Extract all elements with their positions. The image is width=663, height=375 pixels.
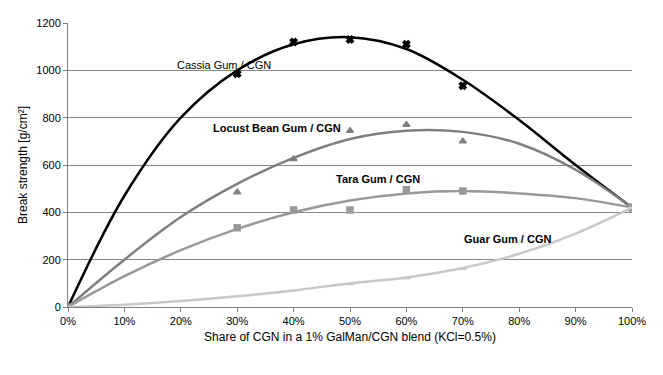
svg-text:400: 400 xyxy=(42,206,60,218)
svg-text:200: 200 xyxy=(42,254,60,266)
svg-text:50%: 50% xyxy=(339,315,361,327)
svg-text:Share of CGN in a 1% GalMan/CG: Share of CGN in a 1% GalMan/CGN blend (K… xyxy=(204,330,496,344)
svg-text:Locust Bean Gum / CGN: Locust Bean Gum / CGN xyxy=(213,122,341,134)
svg-text:60%: 60% xyxy=(395,315,417,327)
svg-text:20%: 20% xyxy=(170,315,192,327)
svg-text:600: 600 xyxy=(42,159,60,171)
svg-text:1000: 1000 xyxy=(36,64,60,76)
svg-text:30%: 30% xyxy=(226,315,248,327)
svg-text:100%: 100% xyxy=(618,315,646,327)
svg-text:80%: 80% xyxy=(508,315,530,327)
svg-text:Break strength [g/cm²]: Break strength [g/cm²] xyxy=(16,106,30,224)
svg-text:10%: 10% xyxy=(113,315,135,327)
svg-text:0: 0 xyxy=(55,301,61,313)
svg-text:Guar Gum / CGN: Guar Gum / CGN xyxy=(464,233,551,245)
svg-text:1200: 1200 xyxy=(36,17,60,29)
svg-text:Tara Gum / CGN: Tara Gum / CGN xyxy=(336,173,420,185)
svg-text:800: 800 xyxy=(42,112,60,124)
svg-text:0%: 0% xyxy=(60,315,76,327)
svg-text:90%: 90% xyxy=(565,315,587,327)
svg-text:Cassia Gum / CGN: Cassia Gum / CGN xyxy=(177,59,271,71)
svg-text:70%: 70% xyxy=(452,315,474,327)
svg-text:40%: 40% xyxy=(283,315,305,327)
